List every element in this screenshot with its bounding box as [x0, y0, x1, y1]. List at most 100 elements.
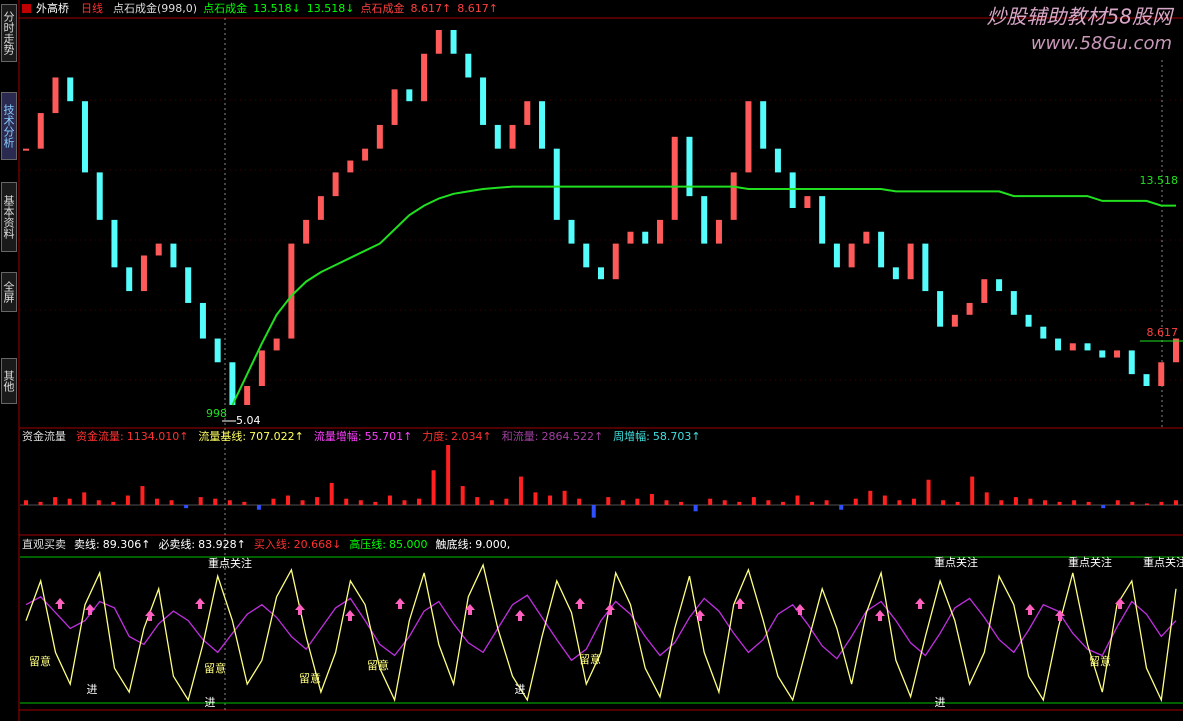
annotation: 留意 — [579, 652, 601, 666]
flow-bar — [839, 505, 844, 510]
candle — [465, 53, 472, 78]
flow-bar — [941, 500, 946, 505]
annotation: 留意 — [299, 671, 321, 685]
candle — [509, 124, 516, 149]
flow-bar — [155, 498, 160, 505]
flow-header: 资金流量 资金流量: 1134.010↑ 流量基线: 707.022↑ 流量增幅: 55.7… — [22, 429, 701, 443]
flow-bar — [984, 492, 989, 505]
candle — [656, 219, 663, 244]
flow-bar — [402, 500, 407, 505]
candle — [185, 267, 192, 303]
flow-bar — [24, 500, 28, 505]
flow-bar — [329, 482, 334, 505]
signal-arrow — [145, 610, 155, 621]
candle — [126, 267, 133, 292]
candle — [155, 243, 162, 256]
annotation: 留意 — [29, 654, 51, 668]
flow-bar — [999, 500, 1004, 505]
candle — [760, 101, 767, 149]
candle — [981, 279, 988, 303]
flow-bar — [53, 497, 58, 505]
sidebar-tab[interactable]: 其他 — [1, 358, 17, 404]
candle — [730, 172, 737, 220]
flow-bar — [722, 500, 727, 505]
candle — [907, 243, 914, 280]
moving-average — [231, 185, 1176, 406]
annotation: 重点关注 — [1143, 555, 1183, 569]
legend-value: 2864.522↑ — [541, 430, 603, 443]
signal-arrow — [575, 598, 585, 609]
candle — [362, 148, 369, 161]
legend-value: 1134.010↑ — [127, 430, 189, 443]
signal-arrow — [795, 604, 805, 615]
flow-bar — [82, 492, 87, 505]
flow-bar — [562, 490, 567, 505]
candle — [863, 231, 870, 244]
candle — [273, 338, 280, 351]
flow-bar — [882, 495, 887, 505]
signal-arrow — [395, 598, 405, 609]
flow-bar — [649, 493, 654, 505]
legend-name: 力度: — [422, 429, 448, 443]
flow-bar — [256, 505, 261, 510]
legend-value: 9.000, — [475, 538, 510, 551]
legend-name: 周增幅: — [613, 429, 650, 443]
candle — [288, 243, 295, 339]
candle — [524, 101, 531, 125]
sidebar-tab[interactable]: 技术分析 — [1, 92, 17, 160]
flow-bar — [897, 500, 902, 505]
sidebar-tab[interactable]: 全屏 — [1, 272, 17, 312]
candle — [583, 243, 590, 268]
candle — [214, 338, 221, 363]
signal-arrow — [465, 604, 475, 615]
candle — [52, 77, 59, 114]
flow-bar — [1072, 500, 1077, 505]
panel-title: 资金流量 — [22, 429, 66, 443]
candle — [1084, 343, 1091, 351]
flow-bar — [169, 500, 174, 505]
legend-value: 55.701↑ — [365, 430, 413, 443]
candle — [1025, 314, 1032, 327]
signal-arrow — [695, 610, 705, 621]
signal-arrow — [55, 598, 65, 609]
signal-arrow — [875, 610, 885, 621]
flow-bar — [315, 497, 320, 505]
flow-bar — [1174, 500, 1178, 505]
flow-bar — [708, 498, 713, 505]
flow-bar — [460, 486, 465, 505]
signal-arrow — [1115, 598, 1125, 609]
candle — [627, 231, 634, 244]
flow-bar — [213, 498, 218, 505]
candle — [671, 136, 678, 220]
flow-bar — [242, 501, 247, 505]
candle — [317, 196, 324, 220]
flow-bar — [548, 495, 553, 505]
legend-value: 83.928↑ — [198, 538, 246, 551]
flow-bar — [620, 500, 625, 505]
flow-bar — [417, 498, 422, 505]
flow-bar — [504, 498, 509, 505]
legend-name: 卖线: — [74, 537, 100, 551]
legend-item: 点石成金 — [203, 1, 247, 15]
legend-name: 高压线: — [349, 537, 386, 551]
candle — [376, 124, 383, 149]
flow-bar — [1144, 503, 1149, 505]
flow-bar — [518, 476, 523, 505]
flow-bar — [911, 498, 916, 505]
candle — [494, 124, 501, 149]
legend-name: 和流量: — [502, 429, 539, 443]
candle — [539, 101, 546, 149]
legend-name: 必卖线: — [158, 537, 195, 551]
flow-bar — [606, 497, 611, 505]
signal-arrow — [1025, 604, 1035, 615]
candle — [1114, 350, 1121, 358]
sidebar-tab[interactable]: 基本资料 — [1, 182, 17, 252]
flow-bar — [664, 500, 669, 505]
candle — [1099, 350, 1106, 358]
candle — [111, 219, 118, 268]
osc-header: 直观买卖 卖线: 89.306↑ 必卖线: 83.928↑ 买入线: 20.668↓ 高压线:… — [22, 537, 510, 551]
flow-bar — [737, 501, 742, 505]
purple-line — [25, 594, 1177, 662]
flow-bar — [577, 498, 582, 505]
sidebar-tab[interactable]: 分时走势 — [1, 4, 17, 62]
